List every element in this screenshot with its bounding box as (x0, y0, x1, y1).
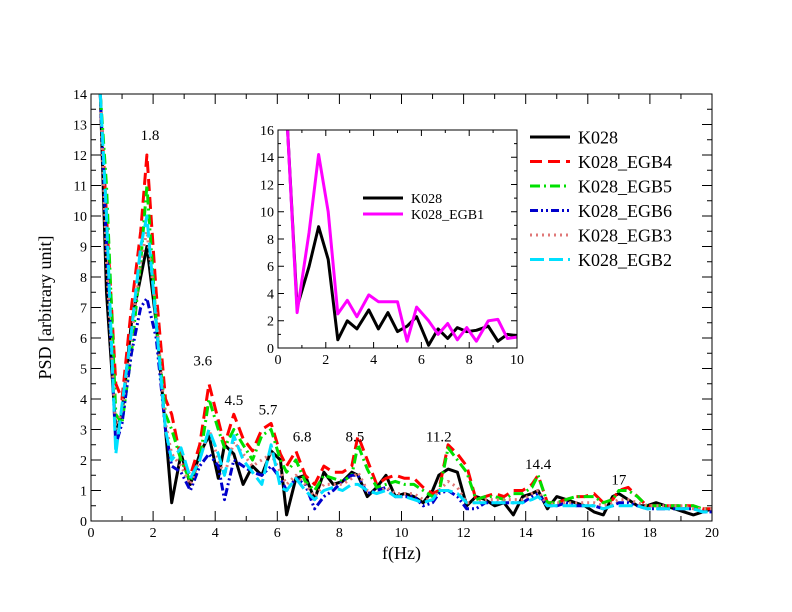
inset-series-k028 (286, 130, 517, 347)
inset-series-group (286, 130, 517, 347)
main-x-tick-label: 4 (212, 526, 219, 541)
main-peak-annotation: 4.5 (224, 393, 243, 409)
main-peak-annotation: 5.7 (259, 402, 278, 418)
main-legend-label: K028_EGB6 (578, 201, 672, 221)
main-y-tick-label: 4 (80, 393, 87, 408)
inset-x-tick-label: 4 (370, 353, 377, 368)
inset-y-tick-label: 12 (260, 178, 274, 193)
main-peak-annotation: 1.8 (141, 128, 160, 144)
inset-y-tick-label: 10 (260, 206, 274, 221)
main-x-tick-label: 10 (395, 526, 409, 541)
main-x-tick-label: 0 (88, 526, 95, 541)
main-legend-label: K028_EGB5 (578, 176, 672, 196)
main-series-k028-egb2 (98, 94, 712, 514)
main-peak-annotation: 14.4 (525, 457, 552, 473)
main-y-tick-label: 6 (80, 332, 87, 347)
inset-x-tick-label: 2 (322, 353, 329, 368)
main-peak-annotation: 6.8 (293, 430, 312, 446)
inset-y-tick-label: 0 (267, 342, 274, 357)
main-y-tick-label: 3 (80, 423, 87, 438)
main-y-tick-label: 0 (80, 515, 87, 530)
main-legend-label: K028_EGB4 (578, 152, 672, 172)
main-x-tick-label: 2 (150, 526, 157, 541)
main-series-group (98, 94, 712, 517)
inset-x-tick-label: 8 (466, 353, 473, 368)
main-legend-label: K028 (578, 127, 618, 147)
main-y-tick-label: 7 (80, 301, 87, 316)
main-y-tick-label: 2 (80, 454, 87, 469)
main-peak-annotation: 17 (611, 472, 627, 488)
main-frame-border (90, 93, 713, 522)
main-peak-annotation: 3.6 (193, 353, 212, 369)
main-peak-annotation: 8.5 (346, 430, 365, 446)
inset-y-tick-label: 8 (267, 233, 274, 248)
main-y-tick-label: 13 (73, 118, 87, 133)
inset-frame-border (277, 129, 518, 349)
main-y-tick-label: 8 (80, 271, 87, 286)
inset-y-tick-label: 2 (267, 315, 274, 330)
main-peak-annotation: 11.2 (426, 430, 452, 446)
inset-x-tick-label: 0 (275, 353, 282, 368)
inset-y-tick-label: 14 (260, 151, 274, 166)
inset-x-tick-label: 6 (418, 353, 425, 368)
inset-y-tick-label: 4 (267, 287, 274, 302)
main-x-tick-label: 20 (705, 526, 719, 541)
main-legend-label: K028_EGB3 (578, 225, 672, 245)
main-x-tick-label: 16 (581, 526, 595, 541)
inset-frame (277, 129, 518, 349)
main-y-tick-label: 10 (73, 210, 87, 225)
main-y-tick-label: 11 (74, 179, 87, 194)
inset-y-tick-label: 6 (267, 260, 274, 275)
main-x-tick-label: 12 (457, 526, 471, 541)
main-y-tick-label: 1 (80, 484, 87, 499)
inset-legend-label: K028 (411, 192, 442, 207)
main-y-tick-label: 12 (73, 149, 87, 164)
inset-x-tick-label: 10 (510, 353, 524, 368)
main-series-k028-egb4 (98, 94, 712, 511)
main-x-tick-label: 14 (519, 526, 533, 541)
inset-legend-label: K028_EGB1 (411, 208, 484, 223)
main-y-axis-label: PSD [arbitrary unit] (35, 236, 55, 380)
main-x-tick-label: 8 (336, 526, 343, 541)
main-x-tick-label: 18 (643, 526, 657, 541)
inset-series-k028-egb1 (286, 130, 517, 343)
main-x-axis-label: f(Hz) (382, 543, 421, 564)
main-y-tick-label: 14 (73, 88, 87, 103)
main-x-tick-label: 6 (274, 526, 281, 541)
main-y-tick-label: 9 (80, 240, 87, 255)
main-legend-label: K028_EGB2 (578, 250, 672, 270)
inset-y-tick-label: 16 (260, 124, 274, 139)
main-y-tick-label: 5 (80, 362, 87, 377)
